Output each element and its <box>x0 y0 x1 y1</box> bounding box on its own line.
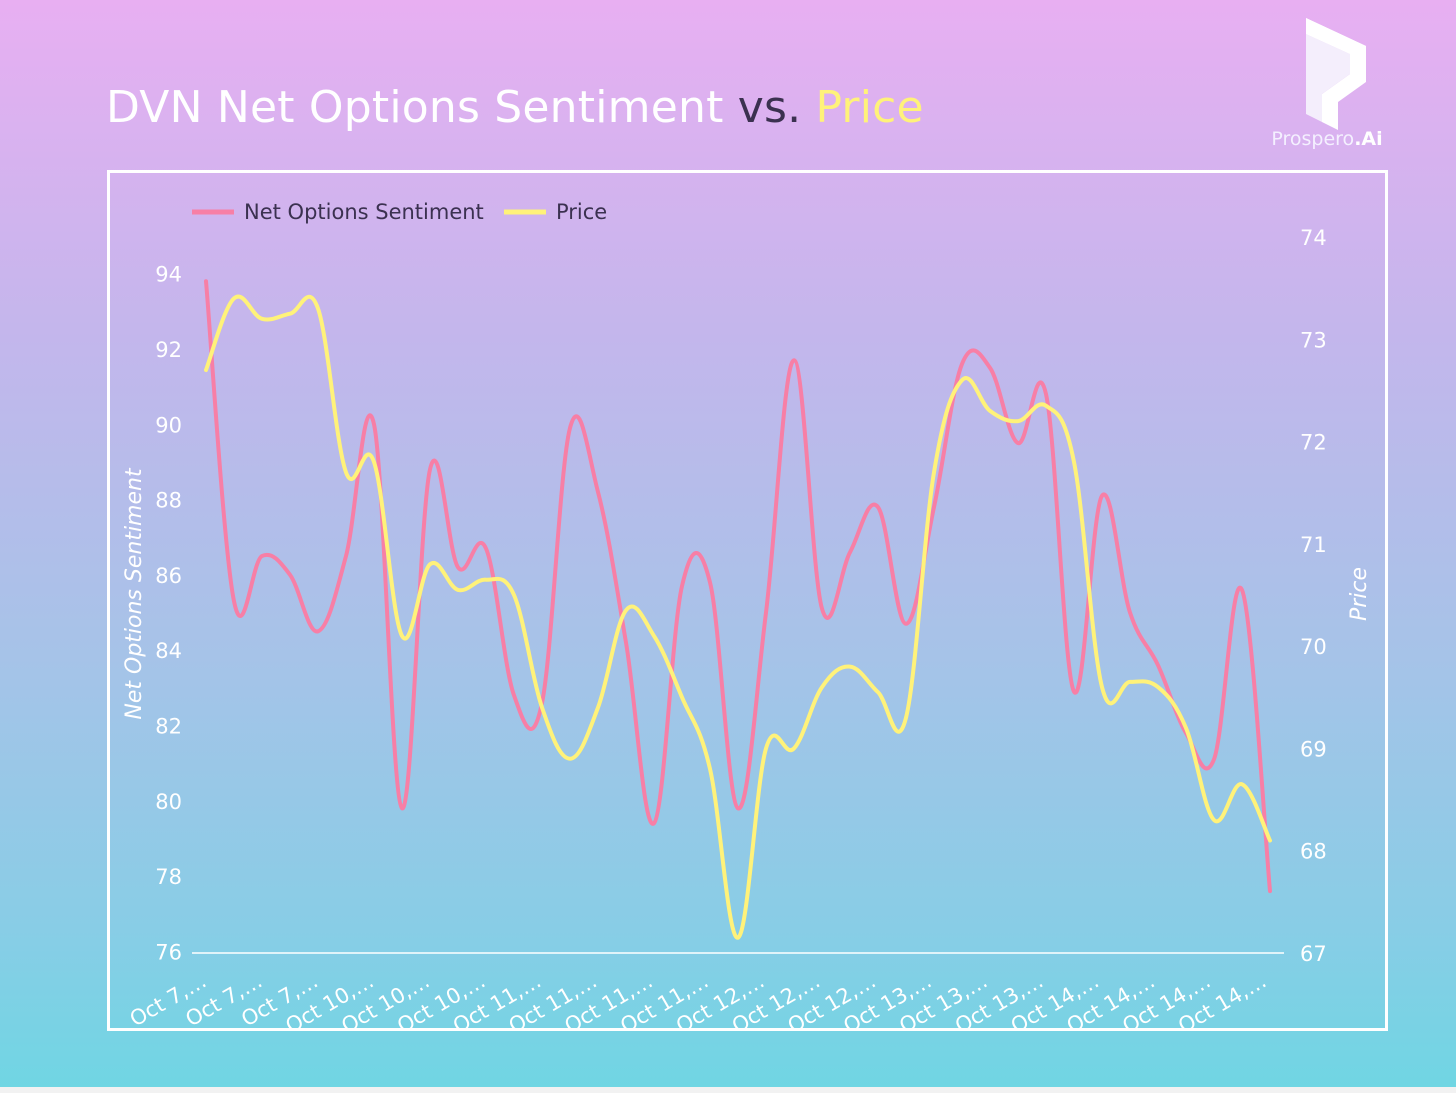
right-axis-title: Price <box>1347 567 1372 621</box>
right-tick-label: 67 <box>1300 942 1327 966</box>
x-axis-ticks: Oct 7,…Oct 7,…Oct 7,…Oct 10,…Oct 10,…Oct… <box>126 969 1271 1038</box>
left-tick-label: 76 <box>155 940 182 964</box>
left-tick-label: 88 <box>155 489 182 513</box>
brand-name: Prospero.Ai <box>1262 128 1392 150</box>
brand-name-main: Prospero <box>1271 128 1355 150</box>
right-tick-label: 68 <box>1300 840 1327 864</box>
right-tick-label: 72 <box>1300 431 1327 455</box>
right-tick-label: 69 <box>1300 737 1327 761</box>
left-axis-title: Net Options Sentiment <box>122 467 147 720</box>
left-tick-label: 82 <box>155 714 182 738</box>
price-line <box>204 294 1272 940</box>
left-tick-label: 78 <box>155 865 182 889</box>
legend-label-sentiment: Net Options Sentiment <box>244 200 484 224</box>
plot-lines <box>204 279 1272 940</box>
prospero-logo-icon <box>1306 18 1366 130</box>
sentiment-line <box>204 279 1272 894</box>
left-axis-ticks: 76 78 80 82 84 86 88 90 92 94 <box>155 263 182 965</box>
right-tick-label: 73 <box>1300 328 1327 352</box>
left-tick-label: 94 <box>155 263 182 287</box>
chart-title: DVN Net Options Sentiment vs. Price <box>106 82 924 133</box>
right-tick-label: 71 <box>1300 533 1327 557</box>
chart-frame <box>107 170 1388 1031</box>
bottom-strip <box>0 1087 1456 1093</box>
title-vs: vs. <box>737 82 802 133</box>
right-axis-ticks: 67 68 69 70 71 72 73 74 <box>1300 226 1327 966</box>
brand-name-suffix: .Ai <box>1354 128 1383 150</box>
title-main: DVN Net Options Sentiment <box>106 82 724 133</box>
left-tick-label: 86 <box>155 564 182 588</box>
legend: Net Options Sentiment Price <box>192 200 607 224</box>
right-tick-label: 70 <box>1300 635 1327 659</box>
right-tick-label: 74 <box>1300 226 1327 250</box>
left-tick-label: 90 <box>155 413 182 437</box>
title-price: Price <box>815 82 924 133</box>
left-tick-label: 84 <box>155 639 182 663</box>
legend-label-price: Price <box>556 200 607 224</box>
left-tick-label: 92 <box>155 338 182 362</box>
left-tick-label: 80 <box>155 790 182 814</box>
